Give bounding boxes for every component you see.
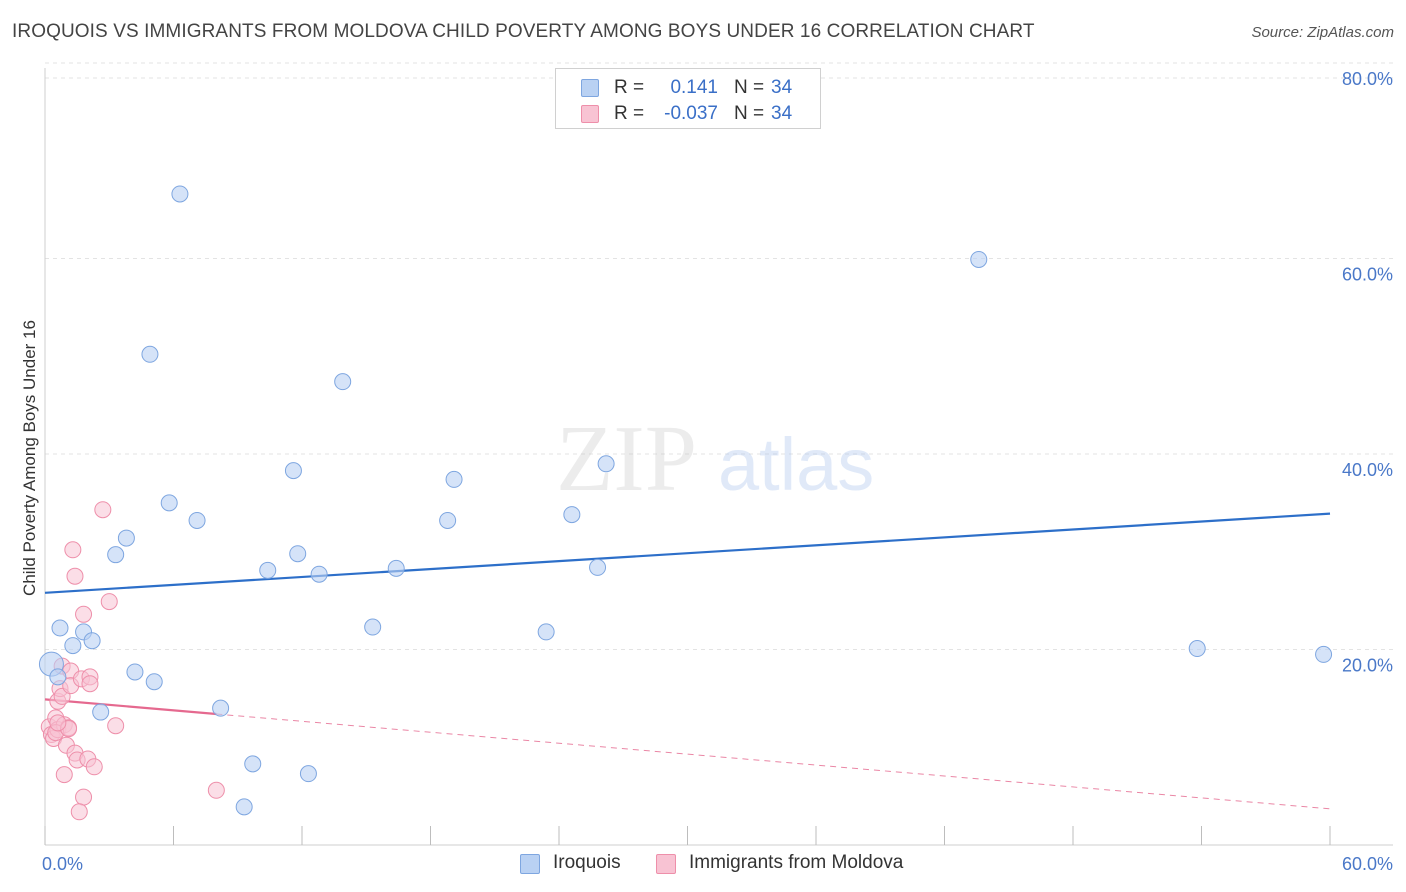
- y-tick-label: 40.0%: [1342, 460, 1393, 480]
- gridlines: [45, 62, 1393, 650]
- iroquois-point: [563, 506, 581, 524]
- moldova-point: [94, 501, 112, 519]
- x-tick-label-min: 0.0%: [42, 854, 83, 874]
- iroquois-point: [589, 558, 607, 576]
- iroquois-point: [141, 345, 159, 363]
- iroquois-point: [537, 623, 555, 641]
- iroquois-point: [145, 673, 163, 691]
- iroquois-point: [439, 511, 457, 529]
- iroquois-point: [160, 494, 178, 512]
- trend-lines: [44, 512, 1331, 810]
- legend-row-moldova: R = -0.037 N = 34: [556, 101, 820, 127]
- y-axis-title: Child Poverty Among Boys Under 16: [20, 320, 39, 596]
- iroquois-point: [334, 373, 352, 391]
- iroquois-point: [597, 455, 615, 473]
- chart-title: IROQUOIS VS IMMIGRANTS FROM MOLDOVA CHIL…: [12, 21, 1035, 42]
- iroquois-point: [364, 618, 382, 636]
- iroquois-point: [1315, 645, 1333, 663]
- iroquois-point: [83, 632, 101, 650]
- iroquois-point: [259, 561, 277, 579]
- moldova-point: [66, 567, 84, 585]
- moldova-point: [107, 717, 125, 735]
- source-credit: Source: ZipAtlas.com: [1251, 24, 1394, 41]
- iroquois-point: [310, 565, 328, 583]
- data-points: [38, 185, 1333, 821]
- moldova-point: [81, 675, 99, 693]
- n-value: 34: [771, 103, 793, 124]
- moldova-point: [85, 758, 103, 776]
- iroquois-point: [289, 545, 307, 563]
- moldova-legend-swatch: [656, 854, 676, 874]
- x-tick-label-max: 60.0%: [1342, 854, 1393, 874]
- watermark: ZIP atlas: [556, 407, 874, 511]
- iroquois-point: [107, 546, 125, 564]
- iroquois-point: [117, 529, 135, 547]
- iroquois-point: [387, 559, 405, 577]
- r-label: R =: [614, 103, 645, 124]
- moldova-point: [49, 714, 67, 732]
- iroquois-point: [49, 668, 67, 686]
- watermark-zip: ZIP: [556, 407, 697, 511]
- iroquois-point: [171, 185, 189, 203]
- moldova-point: [75, 605, 93, 623]
- moldova-point: [100, 593, 118, 611]
- n-label: N =: [734, 103, 765, 124]
- y-tick-label: 80.0%: [1342, 69, 1393, 89]
- y-tick-label: 60.0%: [1342, 265, 1393, 285]
- iroquois-point: [970, 250, 988, 268]
- r-value: -0.037: [664, 103, 718, 124]
- moldova-point: [55, 766, 73, 784]
- correlation-legend: R = 0.141 N = 34 R = -0.037 N = 34: [555, 68, 821, 129]
- iroquois-point: [235, 798, 253, 816]
- iroquois-point: [299, 765, 317, 783]
- y-tick-label: 20.0%: [1342, 656, 1393, 676]
- tick-labels: 20.0% 40.0% 60.0% 80.0% 0.0% 60.0%: [42, 69, 1393, 874]
- iroquois-point: [188, 511, 206, 529]
- n-label: N =: [734, 77, 765, 98]
- legend-label: Iroquois: [553, 852, 621, 873]
- moldova-swatch: [581, 105, 599, 123]
- moldova-point: [207, 781, 225, 799]
- iroquois-point: [244, 755, 262, 773]
- iroquois-point: [284, 462, 302, 480]
- iroquois-swatch: [581, 79, 599, 97]
- legend-row-iroquois: R = 0.141 N = 34: [556, 75, 820, 101]
- n-value: 34: [771, 77, 793, 98]
- iroquois-legend-swatch: [520, 854, 540, 874]
- iroquois-point: [92, 703, 110, 721]
- watermark-atlas: atlas: [718, 423, 874, 506]
- iroquois-point: [1188, 640, 1206, 658]
- moldova-point: [70, 803, 88, 821]
- legend-label: Immigrants from Moldova: [689, 852, 904, 873]
- iroquois-point: [51, 619, 69, 637]
- iroquois-point: [64, 637, 82, 655]
- iroquois-point: [445, 470, 463, 488]
- r-label: R =: [614, 77, 645, 98]
- moldova-trend-extension: [216, 713, 1331, 810]
- iroquois-point: [126, 663, 144, 681]
- moldova-point: [75, 788, 93, 806]
- moldova-point: [64, 541, 82, 559]
- iroquois-point: [212, 699, 230, 717]
- axes: [44, 68, 1393, 846]
- iroquois-trend-line: [44, 512, 1331, 594]
- r-value: 0.141: [670, 77, 718, 98]
- moldova-trend-line: [44, 698, 217, 716]
